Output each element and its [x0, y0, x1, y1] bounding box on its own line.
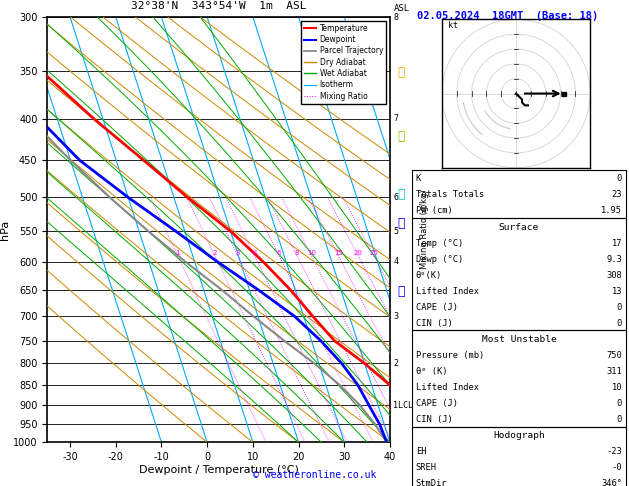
Text: © weatheronline.co.uk: © weatheronline.co.uk — [253, 470, 376, 480]
X-axis label: Dewpoint / Temperature (°C): Dewpoint / Temperature (°C) — [138, 465, 299, 475]
Text: SREH: SREH — [416, 463, 437, 472]
Text: 1.95: 1.95 — [601, 207, 622, 215]
Text: ≫: ≫ — [397, 188, 404, 201]
Text: 4: 4 — [252, 250, 257, 256]
Text: Surface: Surface — [499, 223, 539, 231]
Text: K: K — [416, 174, 421, 183]
Text: 3: 3 — [393, 312, 398, 321]
Text: ≫: ≫ — [397, 285, 404, 298]
Text: θᵉ(K): θᵉ(K) — [416, 271, 442, 279]
Text: 5: 5 — [393, 226, 398, 236]
Text: CIN (J): CIN (J) — [416, 415, 452, 424]
Legend: Temperature, Dewpoint, Parcel Trajectory, Dry Adiabat, Wet Adiabat, Isotherm, Mi: Temperature, Dewpoint, Parcel Trajectory… — [301, 21, 386, 104]
Text: CAPE (J): CAPE (J) — [416, 303, 458, 312]
Text: Temp (°C): Temp (°C) — [416, 239, 463, 247]
Text: EH: EH — [416, 447, 426, 456]
Text: 8: 8 — [393, 13, 398, 21]
Text: PW (cm): PW (cm) — [416, 207, 452, 215]
Text: 0: 0 — [617, 319, 622, 328]
Text: CIN (J): CIN (J) — [416, 319, 452, 328]
Text: ≫: ≫ — [397, 217, 404, 230]
Text: 346°: 346° — [601, 479, 622, 486]
Text: StmDir: StmDir — [416, 479, 447, 486]
Text: Totals Totals: Totals Totals — [416, 191, 484, 199]
Text: 1LCL: 1LCL — [393, 400, 413, 410]
Text: CAPE (J): CAPE (J) — [416, 399, 458, 408]
Text: kt: kt — [448, 21, 458, 30]
Text: 32°38'N  343°54'W  1m  ASL: 32°38'N 343°54'W 1m ASL — [131, 0, 306, 11]
Text: 17: 17 — [611, 239, 622, 247]
Text: 0: 0 — [617, 174, 622, 183]
Text: 2: 2 — [393, 359, 398, 368]
Text: 9.3: 9.3 — [606, 255, 622, 263]
Text: 13: 13 — [611, 287, 622, 295]
Text: Hodograph: Hodograph — [493, 431, 545, 440]
Text: 0: 0 — [617, 399, 622, 408]
Text: -23: -23 — [606, 447, 622, 456]
Text: 0: 0 — [617, 415, 622, 424]
Text: 15: 15 — [334, 250, 343, 256]
Text: Pressure (mb): Pressure (mb) — [416, 351, 484, 360]
Text: 4: 4 — [393, 257, 398, 266]
Y-axis label: hPa: hPa — [0, 220, 10, 240]
Text: 10: 10 — [307, 250, 316, 256]
Text: 308: 308 — [606, 271, 622, 279]
Text: 10: 10 — [611, 383, 622, 392]
Text: 750: 750 — [606, 351, 622, 360]
Text: 23: 23 — [611, 191, 622, 199]
Text: Mixing Ratio (g/kg): Mixing Ratio (g/kg) — [420, 190, 429, 269]
Text: -0: -0 — [611, 463, 622, 472]
Text: 1: 1 — [175, 250, 180, 256]
Text: θᵉ (K): θᵉ (K) — [416, 367, 447, 376]
Text: Most Unstable: Most Unstable — [482, 335, 556, 344]
Text: ≫: ≫ — [397, 67, 404, 79]
Text: 8: 8 — [295, 250, 299, 256]
Text: 25: 25 — [369, 250, 378, 256]
Text: 2: 2 — [213, 250, 217, 256]
Text: 02.05.2024  18GMT  (Base: 18): 02.05.2024 18GMT (Base: 18) — [417, 11, 598, 21]
Text: km
ASL: km ASL — [393, 0, 409, 13]
Text: 7: 7 — [393, 114, 398, 123]
Text: Lifted Index: Lifted Index — [416, 287, 479, 295]
Text: 3: 3 — [235, 250, 240, 256]
Text: 6: 6 — [393, 193, 398, 202]
Text: 311: 311 — [606, 367, 622, 376]
Text: Lifted Index: Lifted Index — [416, 383, 479, 392]
Text: 0: 0 — [617, 303, 622, 312]
Text: 6: 6 — [277, 250, 281, 256]
Text: 20: 20 — [353, 250, 362, 256]
Text: Dewp (°C): Dewp (°C) — [416, 255, 463, 263]
Text: ≫: ≫ — [397, 130, 404, 142]
